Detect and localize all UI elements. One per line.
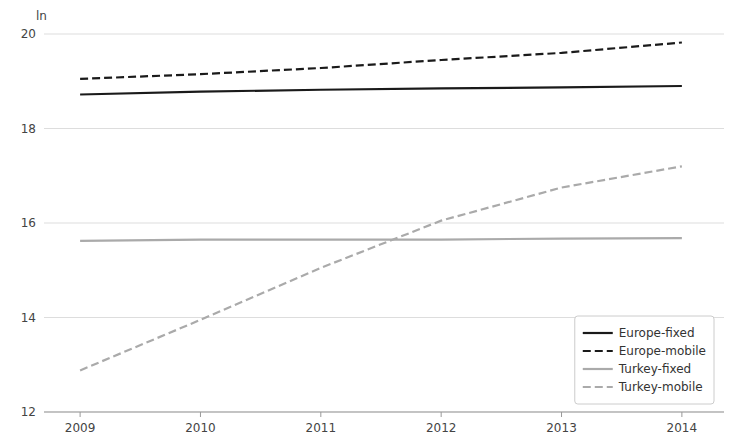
legend-box bbox=[575, 316, 714, 404]
series-line bbox=[80, 43, 682, 79]
y-axis-label: ln bbox=[36, 9, 47, 23]
x-tick bbox=[681, 412, 682, 417]
x-tick-label: 2012 bbox=[426, 421, 457, 435]
legend-label: Turkey-mobile bbox=[618, 380, 703, 394]
grid-line bbox=[44, 223, 724, 224]
x-tick-label: 2014 bbox=[667, 421, 698, 435]
legend-swatch bbox=[583, 368, 613, 370]
y-tick-label: 18 bbox=[21, 122, 36, 136]
grid-line bbox=[44, 128, 724, 129]
x-tick bbox=[320, 412, 321, 417]
x-tick-label: 2011 bbox=[306, 421, 337, 435]
grid-line bbox=[44, 412, 724, 413]
series-line bbox=[80, 86, 682, 95]
x-tick bbox=[80, 412, 81, 417]
legend-label: Europe-mobile bbox=[619, 344, 706, 358]
legend-label: Turkey-fixed bbox=[618, 362, 691, 376]
legend-swatch bbox=[583, 332, 613, 334]
y-tick-label: 12 bbox=[21, 405, 36, 419]
x-tick-label: 2010 bbox=[185, 421, 216, 435]
legend-label: Europe-fixed bbox=[619, 326, 695, 340]
y-axis: 12 14 16 18 20 bbox=[21, 27, 36, 419]
grid-line bbox=[44, 34, 724, 35]
x-axis-line bbox=[44, 412, 724, 413]
grid bbox=[44, 34, 724, 412]
x-axis: 2009 2010 2011 2012 2013 2014 bbox=[44, 412, 724, 435]
y-tick-label: 16 bbox=[21, 216, 36, 230]
legend-swatch bbox=[583, 386, 613, 388]
x-tick-label: 2009 bbox=[65, 421, 96, 435]
x-tick bbox=[200, 412, 201, 417]
y-tick-label: 20 bbox=[21, 27, 36, 41]
chart: 12 14 16 18 20ln 2009 2010 2011 2012 2013 2014 Euro… bbox=[0, 0, 746, 448]
x-tick-label: 2013 bbox=[546, 421, 577, 435]
legend-swatch bbox=[583, 350, 613, 352]
legend: Europe-fixed Europe-mobile Turkey-fixed Tur… bbox=[575, 316, 714, 404]
x-tick bbox=[441, 412, 442, 417]
series-line bbox=[80, 238, 682, 241]
x-tick bbox=[561, 412, 562, 417]
y-tick-label: 14 bbox=[21, 311, 36, 325]
